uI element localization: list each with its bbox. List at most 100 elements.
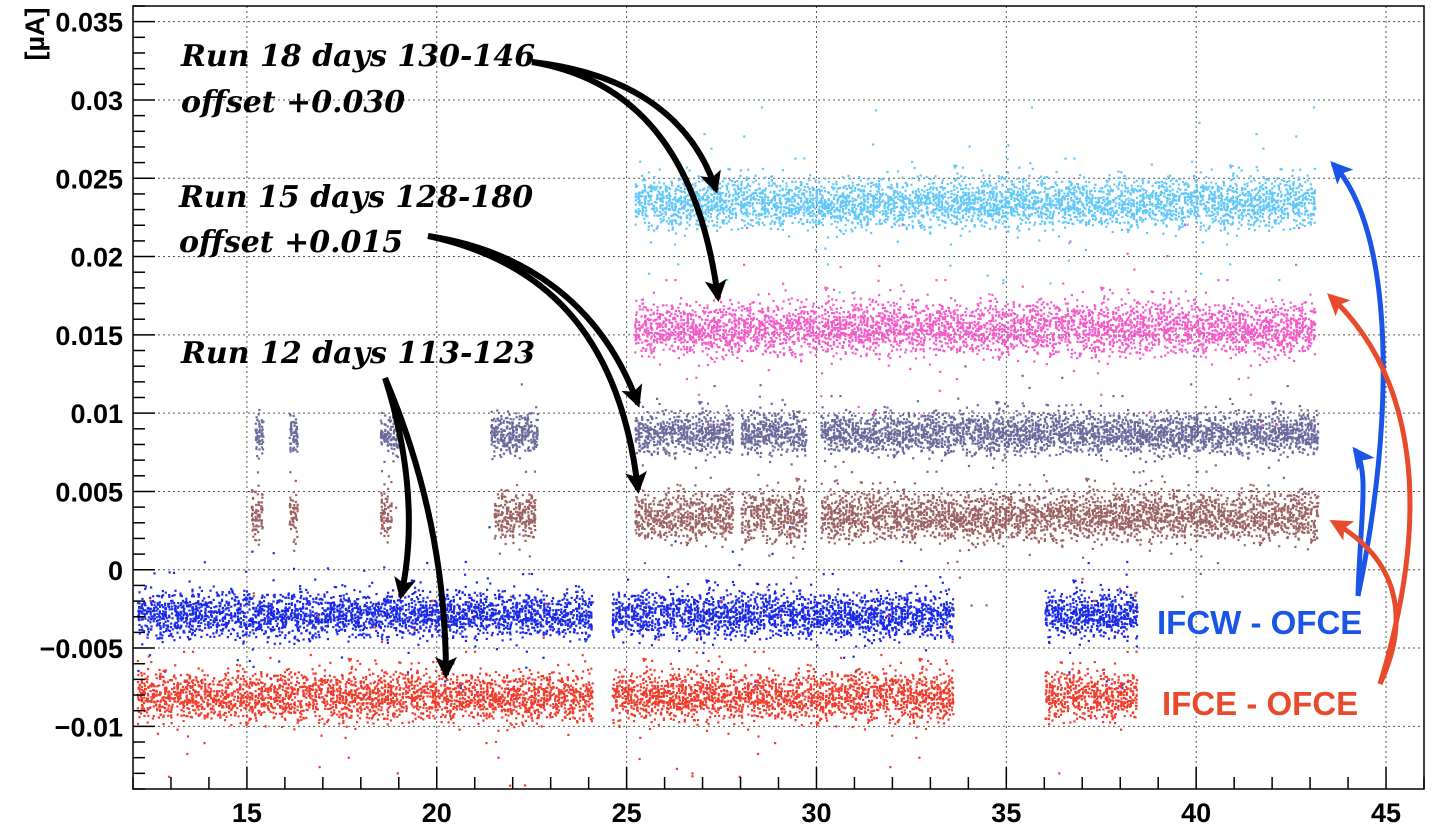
data-point — [864, 636, 866, 638]
data-point — [161, 637, 163, 639]
data-point — [738, 627, 740, 629]
data-point — [498, 595, 500, 597]
data-point — [769, 607, 771, 609]
data-point — [925, 605, 927, 607]
data-point — [281, 618, 283, 620]
data-point — [618, 601, 620, 603]
data-point — [645, 607, 647, 609]
data-point — [187, 615, 189, 617]
data-point — [188, 626, 190, 628]
data-point — [934, 609, 936, 611]
data-point — [792, 602, 794, 604]
data-point — [712, 601, 714, 603]
data-point — [648, 629, 650, 631]
data-point — [783, 621, 785, 623]
data-point — [462, 636, 464, 638]
data-point — [347, 641, 349, 643]
data-point — [856, 594, 858, 596]
data-point — [618, 592, 620, 594]
data-point — [314, 579, 316, 581]
data-point — [324, 609, 326, 611]
data-point — [891, 605, 893, 607]
data-point — [828, 620, 830, 622]
data-point — [892, 599, 894, 601]
data-point — [291, 617, 293, 619]
data-point — [413, 580, 415, 582]
data-point — [516, 644, 518, 646]
data-point — [946, 616, 948, 618]
data-point — [706, 598, 708, 600]
data-point — [209, 610, 211, 612]
data-point — [1046, 602, 1048, 604]
data-point — [585, 632, 587, 634]
data-point — [432, 610, 434, 612]
data-point — [781, 609, 783, 611]
data-point — [384, 604, 386, 606]
data-point — [376, 621, 378, 623]
data-point — [149, 608, 151, 610]
data-point — [297, 614, 299, 616]
data-point — [826, 631, 828, 633]
data-point — [792, 616, 794, 618]
data-point — [912, 618, 914, 620]
data-point — [873, 613, 875, 615]
data-point — [942, 624, 944, 626]
data-point — [402, 622, 404, 624]
data-point — [747, 600, 749, 602]
data-point — [137, 670, 139, 672]
data-point — [898, 641, 900, 643]
data-point — [667, 621, 669, 623]
data-point — [645, 589, 647, 591]
data-point — [381, 636, 383, 638]
data-point — [303, 627, 305, 629]
data-point — [915, 585, 917, 587]
data-point — [510, 607, 512, 609]
data-point — [494, 609, 496, 611]
data-point — [198, 594, 200, 596]
data-point — [206, 634, 208, 636]
data-point — [846, 621, 848, 623]
data-point — [422, 600, 424, 602]
data-point — [191, 609, 193, 611]
data-point — [736, 631, 738, 633]
data-point — [399, 630, 401, 632]
data-point — [615, 621, 617, 623]
data-point — [765, 594, 767, 596]
data-point — [404, 619, 406, 621]
data-point — [356, 598, 358, 600]
data-point — [354, 613, 356, 615]
data-point — [697, 631, 699, 633]
data-point — [613, 613, 615, 615]
data-point — [390, 615, 392, 617]
data-point — [933, 615, 935, 617]
data-point — [200, 622, 202, 624]
data-point — [227, 623, 229, 625]
data-point — [528, 597, 530, 599]
data-point — [508, 618, 510, 620]
data-point — [618, 631, 620, 633]
data-point — [297, 621, 299, 623]
data-point — [162, 626, 164, 628]
data-point — [162, 616, 164, 618]
data-point — [455, 632, 457, 634]
data-point — [846, 595, 848, 597]
data-point — [516, 631, 518, 633]
data-point — [796, 598, 798, 600]
data-point — [495, 597, 497, 599]
data-point — [419, 637, 421, 639]
data-point — [771, 605, 773, 607]
data-point — [272, 606, 274, 608]
data-point — [789, 609, 791, 611]
data-point — [483, 611, 485, 613]
data-point — [624, 595, 626, 597]
data-point — [543, 605, 545, 607]
data-point — [657, 629, 659, 631]
data-point — [186, 602, 188, 604]
data-point — [1054, 600, 1056, 602]
data-point — [485, 601, 487, 603]
data-point — [540, 599, 542, 601]
data-point — [255, 621, 257, 623]
data-point — [712, 618, 714, 620]
data-point — [669, 614, 671, 616]
data-point — [618, 596, 620, 598]
